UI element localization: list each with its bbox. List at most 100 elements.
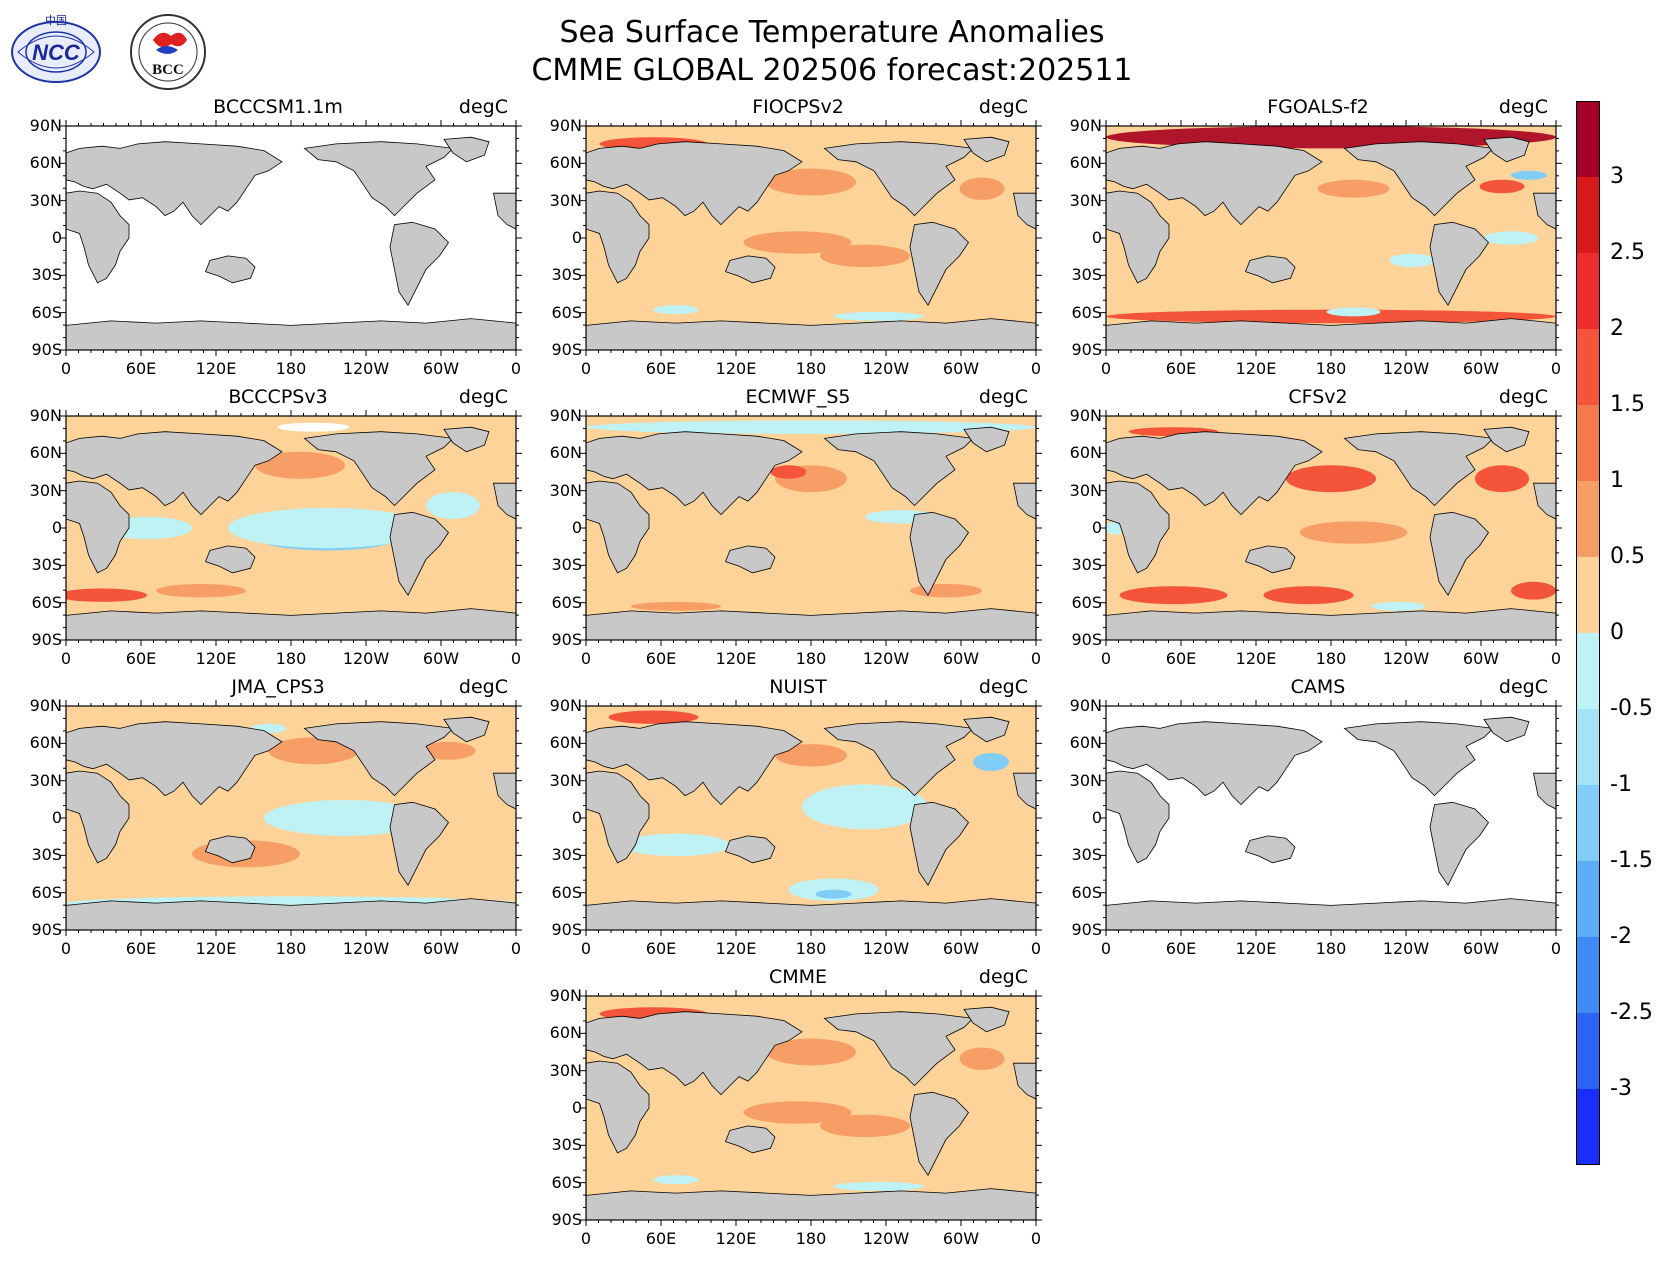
land-africa-w <box>1533 192 1556 230</box>
lon-tick-label: 60W <box>422 359 460 378</box>
lat-tick-label: 30N <box>549 770 582 790</box>
panel-units: degC <box>1498 386 1548 408</box>
colorbar-segment <box>1576 557 1600 634</box>
land-africa-w <box>1013 772 1036 810</box>
lat-tick-label: 60S <box>31 882 62 902</box>
colorbar-tick-label: -2 <box>1610 924 1632 949</box>
land-australia <box>724 835 776 864</box>
panel-title: CFSv2 <box>1288 386 1348 408</box>
lat-tick-label: 60N <box>29 733 62 753</box>
lon-tick-label: 0 <box>60 649 72 668</box>
lon-tick-label: 0 <box>1030 939 1042 958</box>
anomaly-region <box>770 465 807 479</box>
panel-units: degC <box>458 96 508 118</box>
lat-tick-label: 90N <box>549 116 582 135</box>
anomaly-region <box>973 753 1009 771</box>
land-australia <box>724 255 776 284</box>
map-plot <box>580 990 1042 1226</box>
lat-tick-label: 30N <box>29 480 62 500</box>
anomaly-region <box>802 784 928 830</box>
anomaly-region <box>1286 465 1376 493</box>
anomaly-region <box>1119 586 1228 605</box>
land-africa-w <box>1533 482 1556 520</box>
lon-tick-label: 180 <box>275 939 307 958</box>
colorbar-tick-label: 0.5 <box>1610 544 1645 569</box>
land-africa <box>586 190 650 284</box>
colorbar-segment <box>1576 1089 1600 1165</box>
lat-tick-label: 60S <box>1071 882 1102 902</box>
lon-tick-label: 60E <box>645 939 677 958</box>
panel-title: FIOCPSv2 <box>752 96 844 118</box>
map-plot <box>60 120 522 356</box>
land-s-america <box>389 511 450 596</box>
lon-tick-label: 120E <box>1235 649 1277 668</box>
land-greenland <box>443 716 490 743</box>
lon-tick-label: 120W <box>862 359 910 378</box>
panel-units: degC <box>458 386 508 408</box>
lat-tick-label: 90N <box>549 406 582 425</box>
lat-tick-label: 90N <box>549 986 582 1005</box>
map-panel: CMME degC 90N 60N 30N 0 30S 60S 90S 0 60E 120E 180 12… <box>538 966 1098 1266</box>
land-australia <box>1244 255 1296 284</box>
lat-tick-label: 90S <box>551 920 582 939</box>
lat-tick-label: 0 <box>1091 518 1102 537</box>
lon-tick-label: 60W <box>1462 939 1500 958</box>
anomaly-region <box>1511 581 1556 600</box>
land-eurasia <box>586 431 803 516</box>
anomaly-region <box>820 1114 910 1138</box>
land-n-america <box>303 141 454 217</box>
colorbar-tick-label: -2.5 <box>1610 1000 1653 1025</box>
panel-units: degC <box>1498 96 1548 118</box>
lon-tick-label: 120W <box>862 1229 910 1248</box>
panel-title: CAMS <box>1290 676 1346 698</box>
lat-tick-label: 90N <box>1069 116 1102 135</box>
land-greenland <box>1483 136 1530 163</box>
lat-tick-label: 60S <box>551 592 582 612</box>
lon-tick-label: 180 <box>795 359 827 378</box>
anomaly-region <box>959 177 1005 200</box>
anomaly-region <box>775 744 847 767</box>
lat-tick-label: 0 <box>571 808 582 827</box>
anomaly-region <box>277 422 350 432</box>
map-panel: BCCCPSv3 degC 90N 60N 30N 0 30S 60S 90S 0 60E 120E 1… <box>18 386 578 686</box>
lat-tick-label: 90S <box>1071 920 1102 939</box>
land-antarctica <box>1106 608 1556 640</box>
land-antarctica <box>1106 318 1556 350</box>
lon-tick-label: 180 <box>1315 939 1347 958</box>
land-eurasia <box>1106 141 1323 226</box>
land-eurasia <box>66 431 283 516</box>
land-eurasia <box>1106 721 1323 806</box>
land-s-america <box>909 801 970 886</box>
panel-title: FGOALS-f2 <box>1267 96 1369 118</box>
lon-tick-label: 60E <box>645 1229 677 1248</box>
lon-tick-label: 60W <box>1462 649 1500 668</box>
map-panel: CFSv2 degC 90N 60N 30N 0 30S 60S 90S 0 60E 120E 180 1… <box>1058 386 1618 686</box>
anomaly-region <box>743 231 852 254</box>
colorbar-tick-label: -1.5 <box>1610 848 1653 873</box>
land-africa-w <box>1533 772 1556 810</box>
lon-tick-label: 120E <box>1235 939 1277 958</box>
panel-title: BCCCSM1.1m <box>213 96 343 118</box>
colorbar-tick-label: -0.5 <box>1610 696 1653 721</box>
map-plot <box>580 700 1042 936</box>
lon-tick-label: 180 <box>275 649 307 668</box>
map-panel: ECMWF_S5 degC 90N 60N 30N 0 30S 60S 90S 0 60E 120E 1… <box>538 386 1098 686</box>
lon-tick-label: 120E <box>1235 359 1277 378</box>
land-africa <box>66 480 130 574</box>
lon-tick-label: 0 <box>580 939 592 958</box>
land-n-america <box>303 431 454 507</box>
anomaly-region <box>631 601 721 611</box>
anomaly-region <box>1475 465 1529 493</box>
land-africa-w <box>493 772 516 810</box>
lat-tick-label: 30N <box>29 190 62 210</box>
lon-tick-label: 60E <box>1165 359 1197 378</box>
colorbar-tick-label: 0 <box>1610 620 1624 645</box>
panel-title: NUIST <box>769 676 827 698</box>
colorbar-segment <box>1576 709 1600 786</box>
panel-units: degC <box>978 96 1028 118</box>
lon-tick-label: 120W <box>1382 649 1430 668</box>
land-africa <box>66 770 130 864</box>
anomaly-region <box>815 889 852 899</box>
land-africa <box>66 190 130 284</box>
lon-tick-label: 0 <box>1550 649 1562 668</box>
